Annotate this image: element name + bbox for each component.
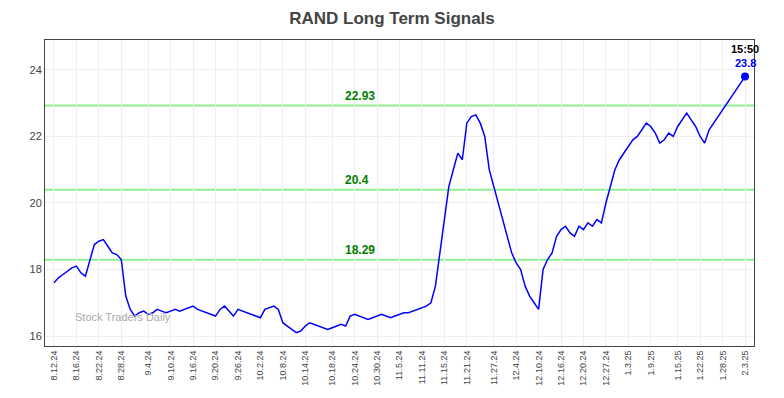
svg-text:1.15.25: 1.15.25 xyxy=(673,351,683,381)
svg-text:20.4: 20.4 xyxy=(345,173,369,187)
svg-text:12.10.24: 12.10.24 xyxy=(534,351,544,386)
svg-text:8.22.24: 8.22.24 xyxy=(94,351,104,381)
svg-text:10.2.24: 10.2.24 xyxy=(255,351,265,381)
svg-text:22.93: 22.93 xyxy=(345,89,375,103)
svg-text:10.30.24: 10.30.24 xyxy=(372,351,382,386)
svg-text:15:50: 15:50 xyxy=(731,43,759,55)
svg-text:8.12.24: 8.12.24 xyxy=(49,351,59,381)
svg-text:18.29: 18.29 xyxy=(345,243,375,257)
svg-text:9.26.24: 9.26.24 xyxy=(233,351,243,381)
svg-text:18: 18 xyxy=(30,263,42,275)
svg-text:12.20.24: 12.20.24 xyxy=(578,351,588,386)
svg-text:11.5.24: 11.5.24 xyxy=(394,351,404,380)
svg-text:12.16.24: 12.16.24 xyxy=(556,351,566,386)
svg-text:2.3.25: 2.3.25 xyxy=(740,351,750,376)
svg-text:22: 22 xyxy=(30,130,42,142)
svg-text:16: 16 xyxy=(30,330,42,342)
svg-text:1.28.25: 1.28.25 xyxy=(718,351,728,381)
svg-text:11.11.24: 11.11.24 xyxy=(417,351,427,385)
svg-text:RAND Long Term Signals: RAND Long Term Signals xyxy=(289,9,495,28)
svg-text:9.16.24: 9.16.24 xyxy=(188,351,198,381)
svg-text:10.8.24: 10.8.24 xyxy=(278,351,288,381)
svg-text:9.20.24: 9.20.24 xyxy=(210,351,220,381)
svg-text:11.15.24: 11.15.24 xyxy=(439,351,449,385)
svg-text:1.22.25: 1.22.25 xyxy=(695,351,705,381)
svg-text:10.18.24: 10.18.24 xyxy=(327,351,337,386)
svg-text:24: 24 xyxy=(30,64,42,76)
svg-text:12.27.24: 12.27.24 xyxy=(601,351,611,386)
svg-text:9.4.24: 9.4.24 xyxy=(143,351,153,376)
svg-text:20: 20 xyxy=(30,197,42,209)
svg-text:8.16.24: 8.16.24 xyxy=(71,351,81,381)
svg-text:10.14.24: 10.14.24 xyxy=(300,351,310,386)
svg-text:9.10.24: 9.10.24 xyxy=(166,351,176,381)
svg-text:23.8: 23.8 xyxy=(735,57,756,69)
svg-text:1.9.25: 1.9.25 xyxy=(646,351,656,376)
svg-text:11.21.24: 11.21.24 xyxy=(462,351,472,385)
svg-text:11.27.24: 11.27.24 xyxy=(489,351,499,385)
svg-text:8.28.24: 8.28.24 xyxy=(116,351,126,381)
svg-text:10.24.24: 10.24.24 xyxy=(350,351,360,386)
svg-text:12.4.24: 12.4.24 xyxy=(511,351,521,381)
svg-text:1.3.25: 1.3.25 xyxy=(623,351,633,376)
svg-text:Stock Traders Daily: Stock Traders Daily xyxy=(75,311,171,323)
